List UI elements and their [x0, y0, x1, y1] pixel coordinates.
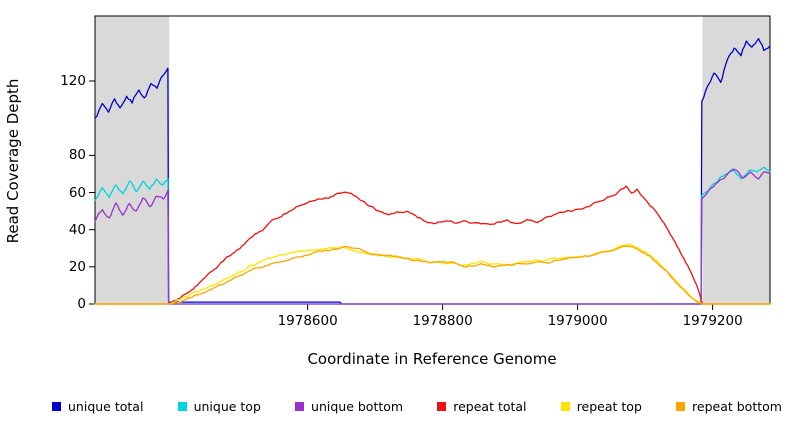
series-line-repeat-bottom — [94, 245, 771, 305]
legend-item-unique-bottom: unique bottom — [295, 399, 403, 414]
shaded-region-left-flank — [95, 16, 170, 304]
series-line-repeat-total — [94, 185, 771, 305]
legend-chip-unique-bottom — [295, 402, 305, 411]
legend: unique total unique top unique bottom re… — [52, 399, 782, 414]
legend-chip-unique-total — [52, 402, 61, 411]
legend-label-unique-total: unique total — [68, 399, 144, 414]
x-axis-title: Coordinate in Reference Genome — [307, 350, 557, 368]
legend-item-repeat-total: repeat total — [437, 399, 527, 414]
legend-chip-repeat-top — [560, 402, 570, 411]
legend-label-unique-top: unique top — [193, 399, 261, 414]
legend-label-repeat-top: repeat top — [576, 399, 642, 414]
legend-label-unique-bottom: unique bottom — [311, 399, 404, 414]
legend-chip-repeat-total — [437, 402, 447, 411]
legend-label-repeat-total: repeat total — [453, 399, 527, 414]
legend-item-unique-top: unique top — [177, 399, 261, 414]
legend-chip-unique-top — [177, 402, 187, 411]
series-line-unique-bottom — [94, 168, 771, 305]
legend-item-repeat-bottom: repeat bottom — [676, 399, 782, 414]
legend-label-repeat-bottom: repeat bottom — [692, 399, 782, 414]
legend-chip-repeat-bottom — [676, 402, 686, 411]
series-line-unique-total — [94, 38, 771, 305]
plot-border — [94, 15, 771, 305]
legend-item-unique-total: unique total — [52, 399, 143, 414]
shaded-region-right-flank — [702, 16, 770, 304]
series-line-unique-top — [94, 166, 771, 305]
y-axis-title: Read Coverage Depth — [4, 78, 22, 244]
legend-item-repeat-top: repeat top — [560, 399, 642, 414]
